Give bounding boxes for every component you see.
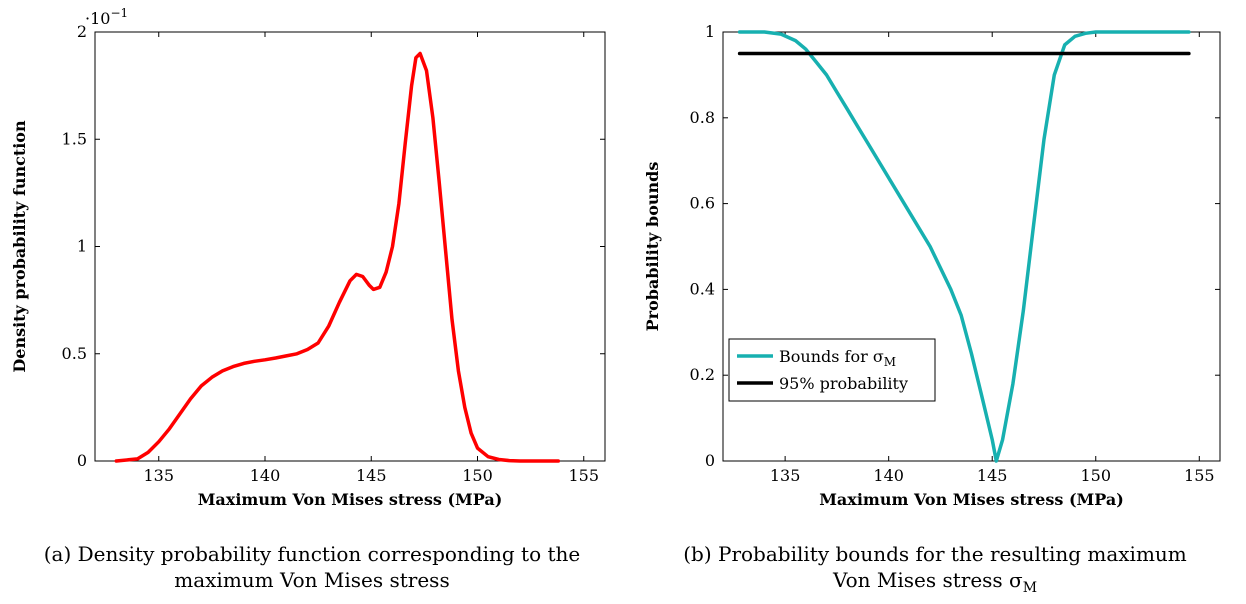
x-tick-label: 140 bbox=[250, 466, 281, 485]
caption-b-line2: Von Mises stress σM bbox=[624, 567, 1246, 601]
x-tick-label: 135 bbox=[143, 466, 174, 485]
x-tick-label: 150 bbox=[462, 466, 493, 485]
series-line-0 bbox=[737, 30, 1191, 463]
y-tick-label: 1.5 bbox=[62, 129, 87, 148]
panel-a-density: 135 140 145 150 155 0 0.5 1 1.5 2 Maximum Von Mise… bbox=[10, 6, 606, 509]
caption-a-line2: maximum Von Mises stress bbox=[174, 568, 450, 592]
x-tick-label: 150 bbox=[1080, 466, 1111, 485]
y-tick-label: 1 bbox=[705, 22, 715, 41]
legend-box bbox=[728, 338, 936, 402]
y-axis-label: Density probability function bbox=[10, 120, 29, 373]
x-tick-label: 155 bbox=[568, 466, 599, 485]
y-tick-label: 0.4 bbox=[690, 279, 715, 298]
y-tick-label: 0 bbox=[705, 451, 715, 470]
y-tick-label: 2 bbox=[77, 22, 87, 41]
y-axis-label: Probability bounds bbox=[643, 162, 662, 332]
y-tick-label: 0.2 bbox=[690, 365, 715, 384]
caption-b: (b) Probability bounds for the resulting… bbox=[624, 541, 1246, 601]
y-tick-label: 0.6 bbox=[690, 194, 715, 213]
x-tick-label: 135 bbox=[770, 466, 801, 485]
y-axis-multiplier: ·10−1 bbox=[85, 6, 128, 28]
series-line-0 bbox=[114, 51, 561, 463]
caption-b-line1: (b) Probability bounds for the resulting… bbox=[683, 542, 1187, 566]
caption-a-line1: (a) Density probability function corresp… bbox=[43, 542, 581, 566]
x-tick-label: 145 bbox=[356, 466, 387, 485]
x-tick-label: 155 bbox=[1184, 466, 1215, 485]
plot-frame bbox=[94, 31, 606, 462]
legend-label-1: 95% probability bbox=[779, 374, 908, 393]
y-tick-label: 0 bbox=[77, 451, 87, 470]
caption-b-subscript: M bbox=[1022, 580, 1038, 596]
caption-b-line2-text: Von Mises stress σ bbox=[832, 568, 1023, 592]
caption-a: (a) Density probability function corresp… bbox=[0, 541, 624, 593]
legend-label-0: Bounds for σM bbox=[779, 347, 896, 369]
x-tick-label: 145 bbox=[977, 466, 1008, 485]
x-axis-label: Maximum Von Mises stress (MPa) bbox=[198, 490, 503, 509]
plot-frame bbox=[722, 31, 1221, 462]
y-tick-label: 0.5 bbox=[62, 344, 87, 363]
x-axis-label: Maximum Von Mises stress (MPa) bbox=[819, 490, 1124, 509]
panel-b-probability-bounds: 135 140 145 150 155 0 0.2 0.4 0.6 0.8 1 Maximum Von… bbox=[643, 22, 1221, 509]
x-tick-label: 140 bbox=[873, 466, 904, 485]
y-tick-label: 0.8 bbox=[690, 108, 715, 127]
y-tick-label: 1 bbox=[77, 237, 87, 256]
